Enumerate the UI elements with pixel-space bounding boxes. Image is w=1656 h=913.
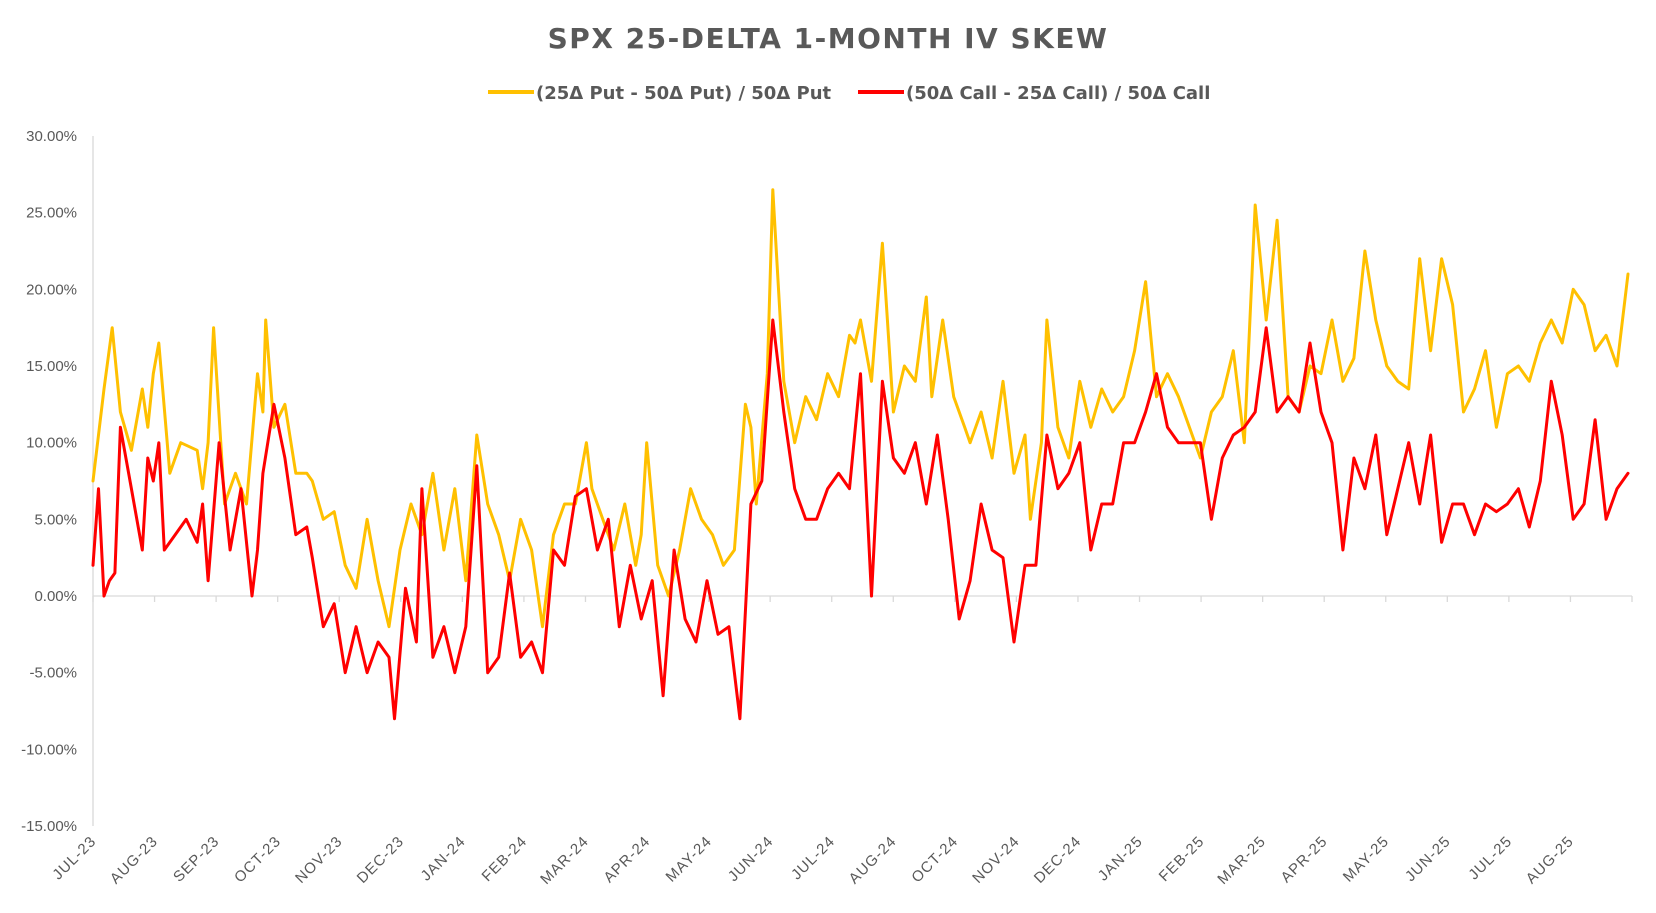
y-tick-label: -15.00% (21, 818, 77, 835)
plot-series (91, 188, 1630, 721)
x-tick-label: OCT-24 (908, 833, 961, 886)
y-tick-label: -10.00% (21, 741, 77, 758)
x-tick-label: APR-25 (1278, 833, 1331, 886)
x-tick-label: MAR-24 (537, 833, 592, 888)
y-tick-label: 30.00% (26, 128, 77, 145)
chart-title: SPX 25-DELTA 1-MONTH IV SKEW (548, 22, 1109, 55)
x-tick-label: JAN-24 (418, 833, 470, 885)
x-tick-label: MAY-25 (1340, 833, 1393, 886)
x-tick-label: JAN-25 (1095, 833, 1147, 885)
legend: (25Δ Put - 50Δ Put) / 50Δ Put (50Δ Call … (488, 83, 1210, 104)
y-tick-label: -5.00% (29, 665, 77, 682)
x-tick-label: JUL-25 (1465, 833, 1515, 883)
x-tick-label: FEB-24 (479, 833, 531, 885)
x-tick-label: AUG-23 (107, 833, 162, 888)
x-tick-label: JUN-24 (725, 833, 777, 885)
series-line-put (91, 188, 1630, 629)
y-tick-label: 5.00% (34, 511, 77, 528)
series-line-call (91, 318, 1630, 721)
x-axis: JUL-23 AUG-23 SEP-23 OCT-23 NOV-23 DEC-23 JAN-… (49, 595, 1633, 888)
y-tick-label: 10.00% (26, 435, 77, 452)
x-tick-label: NOV-24 (969, 833, 1023, 887)
y-tick-label: 25.00% (26, 205, 77, 222)
y-axis: 30.00% 25.00% 20.00% 15.00% 10.00% 5.00% 0.00%… (21, 128, 94, 835)
legend-label-put: (25Δ Put - 50Δ Put) / 50Δ Put (536, 83, 832, 104)
x-tick-label: SEP-23 (170, 833, 223, 886)
legend-label-call: (50Δ Call - 25Δ Call) / 50Δ Call (906, 83, 1210, 104)
x-tick-label: APR-24 (600, 833, 653, 886)
x-tick-label: JUL-23 (49, 833, 99, 883)
x-tick-label: JUL-24 (788, 833, 838, 883)
x-tick-label: AUG-24 (846, 833, 901, 888)
y-tick-label: 15.00% (26, 358, 77, 375)
x-tick-label: DEC-24 (1031, 833, 1085, 887)
y-tick-label: 0.00% (34, 588, 77, 605)
x-tick-label: DEC-23 (354, 833, 408, 887)
x-tick-label: OCT-23 (231, 833, 284, 886)
x-tick-label: MAR-25 (1214, 833, 1269, 888)
x-tick-label: MAY-24 (663, 833, 716, 886)
x-tick-label: FEB-25 (1156, 833, 1208, 885)
y-tick-label: 20.00% (26, 281, 77, 298)
x-tick-label: JUN-25 (1402, 833, 1454, 885)
x-tick-label: NOV-23 (292, 833, 346, 887)
x-tick-label: AUG-25 (1523, 833, 1578, 888)
